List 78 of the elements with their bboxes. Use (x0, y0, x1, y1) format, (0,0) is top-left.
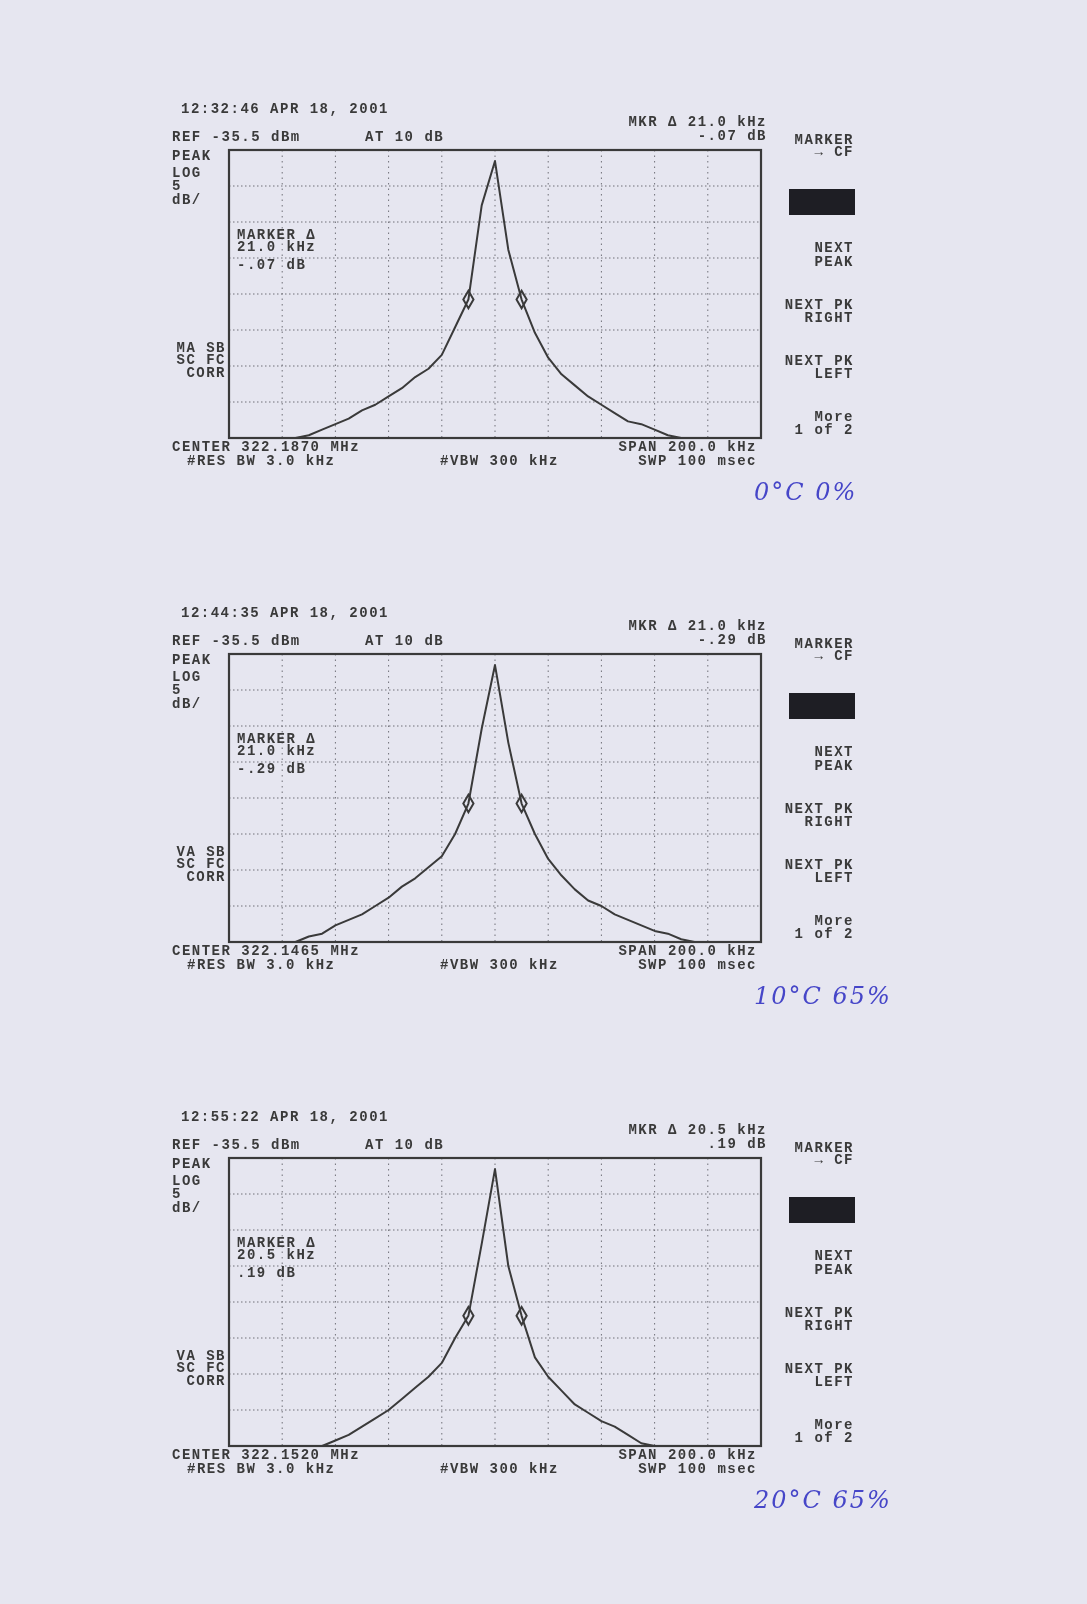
text: dB/ (172, 696, 202, 712)
text: SC FC (176, 1360, 226, 1376)
text: LOG (172, 1173, 202, 1189)
text: RIGHT (804, 814, 854, 830)
annotation: -.07 dB (237, 257, 307, 273)
text: 5 (172, 178, 182, 194)
text: SWP 100 msec (638, 957, 757, 973)
text: .19 dB (707, 1136, 767, 1152)
text: PEAK (814, 1262, 854, 1278)
text: RIGHT (804, 310, 854, 326)
text: AT 10 dB (365, 1137, 445, 1153)
text: PEAK (172, 1156, 212, 1172)
text: → CF (814, 1152, 854, 1168)
text: NEXT PK (784, 1305, 854, 1321)
text: #RES BW 3.0 kHz (187, 957, 336, 973)
text: NEXT (814, 1248, 854, 1264)
text: CORR (186, 365, 226, 381)
text: dB/ (172, 1200, 202, 1216)
text: LEFT (814, 1374, 854, 1390)
text: NEXT (814, 744, 854, 760)
text: SWP 100 msec (638, 1461, 757, 1477)
text: dB/ (172, 192, 202, 208)
text: AT 10 dB (365, 633, 445, 649)
text: PEAK (814, 758, 854, 774)
annotation: -.29 dB (237, 761, 307, 777)
text: #VBW 300 kHz (440, 1461, 559, 1477)
text: LOG (172, 669, 202, 685)
text: CORR (186, 1373, 226, 1389)
text: #VBW 300 kHz (440, 453, 559, 469)
text: NEXT PK (784, 297, 854, 313)
text: LOG (172, 165, 202, 181)
chart-title: 12:55:22 APR 18, 2001 (181, 1109, 389, 1125)
text: 20°C 65% (753, 1486, 892, 1514)
text: 0°C 0% (754, 478, 858, 506)
text: NEXT PK (784, 801, 854, 817)
text: SPAN 200.0 kHz (618, 439, 757, 455)
text: LEFT (814, 870, 854, 886)
text: 10°C 65% (754, 982, 892, 1010)
text: SWP 100 msec (638, 453, 757, 469)
text: RIGHT (804, 1318, 854, 1334)
text: MKR Δ 21.0 kHz (628, 618, 767, 634)
text: SC FC (176, 856, 226, 872)
text: NEXT PK (784, 857, 854, 873)
text: #RES BW 3.0 kHz (187, 1461, 336, 1477)
text: CORR (186, 869, 226, 885)
annotation: .19 dB (237, 1265, 297, 1281)
text: → CF (814, 144, 854, 160)
text: CENTER 322.1870 MHz (172, 439, 361, 455)
text: 5 (172, 1186, 182, 1202)
text: 5 (172, 682, 182, 698)
text: MKR Δ 21.0 kHz (628, 114, 767, 130)
text: PEAK (172, 652, 212, 668)
text: SPAN 200.0 kHz (618, 1447, 757, 1463)
text: AT 10 dB (365, 129, 445, 145)
text: MKR Δ 20.5 kHz (628, 1122, 767, 1138)
text: SC FC (176, 352, 226, 368)
text: REF -35.5 dBm (172, 1137, 301, 1153)
text: → CF (814, 648, 854, 664)
text: REF -35.5 dBm (172, 633, 301, 649)
text: PEAK (172, 148, 212, 164)
chart-title: 12:44:35 APR 18, 2001 (181, 605, 389, 621)
text: PEAK (814, 254, 854, 270)
text: 1 of 2 (794, 1430, 854, 1446)
chart-title: 12:32:46 APR 18, 2001 (181, 101, 389, 117)
text: LEFT (814, 366, 854, 382)
text: -.07 dB (697, 128, 767, 144)
text: -.29 dB (697, 632, 767, 648)
text: REF -35.5 dBm (172, 129, 301, 145)
text: #RES BW 3.0 kHz (187, 453, 336, 469)
text: CENTER 322.1465 MHz (172, 943, 361, 959)
text: SPAN 200.0 kHz (618, 943, 757, 959)
text: 1 of 2 (794, 422, 854, 438)
text: NEXT PK (784, 1361, 854, 1377)
text: NEXT PK (784, 353, 854, 369)
text: CENTER 322.1520 MHz (172, 1447, 361, 1463)
text: 1 of 2 (794, 926, 854, 942)
text: #VBW 300 kHz (440, 957, 559, 973)
text: NEXT (814, 240, 854, 256)
